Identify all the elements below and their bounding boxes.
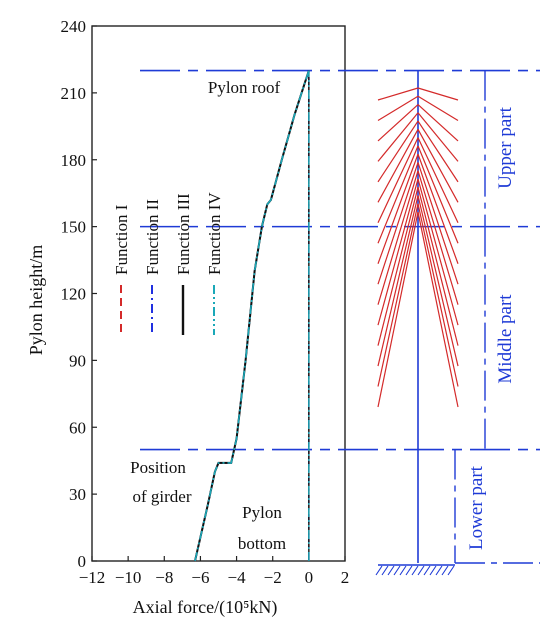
x-tick-label: 2 — [341, 568, 350, 587]
cable-left — [377, 170, 419, 305]
cable-left — [377, 129, 419, 203]
cable-left — [377, 104, 419, 142]
y-tick-label: 0 — [78, 552, 87, 571]
legend-label-1: Function I — [112, 204, 131, 275]
annotation-pylon-roof: Pylon roof — [208, 78, 281, 97]
ground-hatch — [411, 565, 419, 576]
part-label-upper: Upper part — [495, 106, 516, 188]
y-tick-label: 60 — [69, 418, 86, 437]
ground-hatch — [405, 565, 413, 576]
plot-series — [194, 70, 310, 562]
cable-right — [417, 170, 459, 305]
part-label-lower-line1: Lower part — [466, 465, 487, 550]
part-label-middle: Middle part — [495, 294, 516, 384]
y-tick-label: 30 — [69, 485, 86, 504]
cable-left — [377, 137, 419, 224]
cable-right — [417, 187, 459, 346]
legend-label-4: Function IV — [205, 192, 224, 275]
cable-right — [417, 195, 459, 367]
axis-ticks: −12 −10 −8 −6 −4 −2 0 2 0 30 60 90 120 150 180 210 240 — [61, 17, 350, 587]
x-tick-label: 0 — [305, 568, 314, 587]
y-tick-label: 210 — [61, 84, 87, 103]
ground-hatch — [387, 565, 395, 576]
cable-right — [417, 178, 459, 326]
ground-hatch — [435, 565, 443, 576]
cable-right — [417, 129, 459, 203]
cable-left — [377, 120, 419, 183]
axes — [91, 25, 346, 562]
y-axis-label: Pylon height/m — [26, 245, 46, 356]
axes-frame — [91, 25, 346, 562]
cable-right — [417, 153, 459, 264]
cable-right — [417, 104, 459, 142]
y-tick-label: 120 — [61, 285, 87, 304]
legend-label-3: Function III — [174, 193, 193, 275]
cable-left — [377, 211, 419, 408]
cable-left — [377, 203, 419, 387]
annotation-bottom-line2: bottom — [238, 534, 286, 553]
x-tick-label: −10 — [115, 568, 142, 587]
cable-right — [417, 145, 459, 244]
x-axis-label: Axial force/(10⁵kN) — [133, 597, 278, 618]
cable-left — [377, 178, 419, 326]
series-line-4 — [194, 70, 310, 562]
ground-hatch — [441, 565, 449, 576]
cable-right — [417, 95, 459, 121]
y-tick-label: 180 — [61, 151, 87, 170]
cable-right — [417, 87, 459, 101]
ground-hatch — [381, 565, 389, 576]
x-tick-label: −6 — [191, 568, 209, 587]
cable-left — [377, 162, 419, 285]
cable-right — [417, 120, 459, 183]
cable-right — [417, 203, 459, 387]
annotation-bottom-line1: Pylon — [242, 503, 282, 522]
legend: Function I Function II Function III Functio… — [112, 192, 224, 335]
series-line-3 — [194, 70, 310, 562]
ground-hatch — [417, 565, 425, 576]
cable-right — [417, 162, 459, 285]
cable-left — [377, 187, 419, 346]
cable-left — [377, 145, 419, 244]
cable-right — [417, 112, 459, 162]
ground-hatch — [447, 565, 455, 576]
cable-stayed-pylon-diagram — [375, 70, 540, 576]
annotation-position-line2: of girder — [132, 487, 191, 506]
cable-left — [377, 95, 419, 121]
cable-right — [417, 211, 459, 408]
y-tick-label: 150 — [61, 218, 87, 237]
annotation-position-line1: Position — [130, 458, 186, 477]
y-tick-label: 240 — [61, 17, 87, 36]
x-tick-label: −8 — [155, 568, 173, 587]
ground-hatch — [375, 565, 383, 576]
ground-hatch — [423, 565, 431, 576]
ground-hatch — [399, 565, 407, 576]
y-tick-label: 90 — [69, 351, 86, 370]
x-tick-label: −4 — [228, 568, 247, 587]
cable-right — [417, 137, 459, 224]
cable-left — [377, 87, 419, 101]
reference-guide-lines — [140, 69, 540, 451]
x-tick-label: −2 — [264, 568, 282, 587]
x-tick-label: −12 — [79, 568, 106, 587]
ground-hatch — [393, 565, 401, 576]
cable-left — [377, 112, 419, 162]
legend-label-2: Function II — [143, 199, 162, 275]
ground-hatch — [429, 565, 437, 576]
cable-left — [377, 153, 419, 264]
cable-left — [377, 195, 419, 367]
